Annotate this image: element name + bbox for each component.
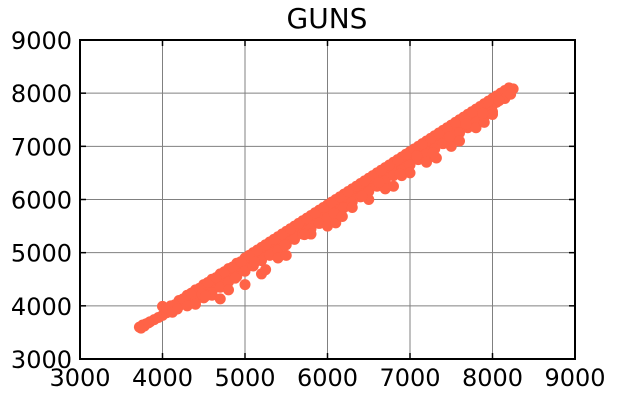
data-points	[133, 82, 519, 334]
data-point	[342, 186, 354, 198]
data-point	[317, 201, 329, 213]
data-point	[359, 175, 371, 187]
data-point	[280, 249, 292, 261]
data-point	[264, 249, 276, 261]
data-point	[482, 95, 494, 107]
data-point	[487, 108, 498, 120]
data-point	[404, 167, 416, 179]
data-point	[202, 276, 214, 288]
data-point	[171, 303, 183, 315]
data-point	[268, 233, 280, 245]
data-point	[336, 211, 348, 223]
data-point	[411, 150, 423, 162]
data-point	[313, 217, 325, 229]
data-point	[394, 168, 406, 180]
data-point	[493, 95, 505, 107]
data-point	[445, 140, 457, 152]
data-point	[346, 201, 358, 213]
data-point	[373, 176, 385, 188]
chart-title: GUNS	[287, 2, 368, 35]
data-point	[218, 266, 230, 278]
y-tick-label: 3000	[11, 346, 72, 374]
data-point	[454, 135, 465, 147]
x-tick-labels: 3000 4000 5000 6000 7000 8000 9000	[49, 364, 605, 392]
data-point	[433, 127, 445, 139]
data-point	[251, 244, 263, 256]
data-point	[279, 239, 291, 251]
data-point	[388, 180, 399, 192]
data-point	[478, 116, 490, 128]
data-point	[444, 131, 456, 143]
data-point	[392, 154, 404, 166]
data-point	[260, 239, 272, 251]
data-point	[466, 106, 478, 118]
axis-ticks	[79, 39, 576, 360]
data-point	[223, 284, 234, 296]
data-point	[441, 122, 453, 134]
data-point	[229, 272, 241, 284]
data-point	[400, 148, 412, 160]
data-point	[505, 88, 517, 100]
data-point	[190, 298, 201, 310]
data-point	[470, 122, 482, 134]
y-tick-labels: 3000 4000 5000 6000 7000 8000 9000	[11, 27, 72, 374]
data-point	[328, 207, 340, 219]
data-point	[427, 147, 439, 159]
data-point	[142, 317, 154, 329]
data-point	[227, 261, 239, 273]
x-tick-label: 5000	[214, 364, 275, 392]
data-point	[276, 228, 288, 240]
data-point	[239, 265, 251, 277]
data-point	[334, 191, 346, 203]
data-point	[477, 107, 489, 119]
data-point	[454, 127, 465, 139]
data-point	[181, 300, 193, 312]
data-point	[239, 279, 251, 291]
x-tick-label: 3000	[49, 364, 110, 392]
data-point	[449, 116, 461, 128]
data-point	[199, 290, 211, 302]
data-point	[350, 180, 362, 192]
x-tick-label: 4000	[132, 364, 193, 392]
data-point	[214, 293, 226, 305]
data-point	[249, 256, 261, 268]
data-point	[309, 207, 321, 219]
data-point	[293, 217, 305, 229]
data-point	[298, 229, 310, 241]
data-point	[235, 256, 247, 268]
data-point	[322, 220, 333, 232]
data-point	[383, 159, 395, 171]
y-tick-label: 5000	[11, 240, 72, 268]
x-tick-label: 9000	[544, 364, 605, 392]
x-tick-label: 8000	[462, 364, 523, 392]
data-point	[214, 281, 226, 293]
y-tick-label: 7000	[11, 133, 72, 161]
data-point	[375, 164, 387, 176]
data-point	[437, 138, 449, 150]
y-tick-label: 9000	[11, 27, 72, 55]
y-tick-label: 4000	[11, 293, 72, 321]
data-point	[272, 252, 284, 264]
y-tick-label: 8000	[11, 80, 72, 108]
data-point	[185, 287, 197, 299]
data-point	[425, 132, 437, 144]
y-tick-label: 6000	[11, 187, 72, 215]
x-tick-label: 6000	[297, 364, 358, 392]
x-tick-label: 7000	[379, 364, 440, 392]
data-point	[260, 264, 272, 276]
data-point	[326, 196, 338, 208]
data-point	[284, 223, 296, 235]
data-point	[404, 159, 416, 171]
data-point	[301, 212, 313, 224]
data-point	[421, 156, 432, 168]
data-point	[356, 190, 368, 202]
data-point	[338, 201, 350, 213]
data-point	[289, 233, 300, 245]
data-point	[210, 272, 222, 284]
data-point	[460, 118, 472, 130]
data-point	[416, 138, 428, 150]
